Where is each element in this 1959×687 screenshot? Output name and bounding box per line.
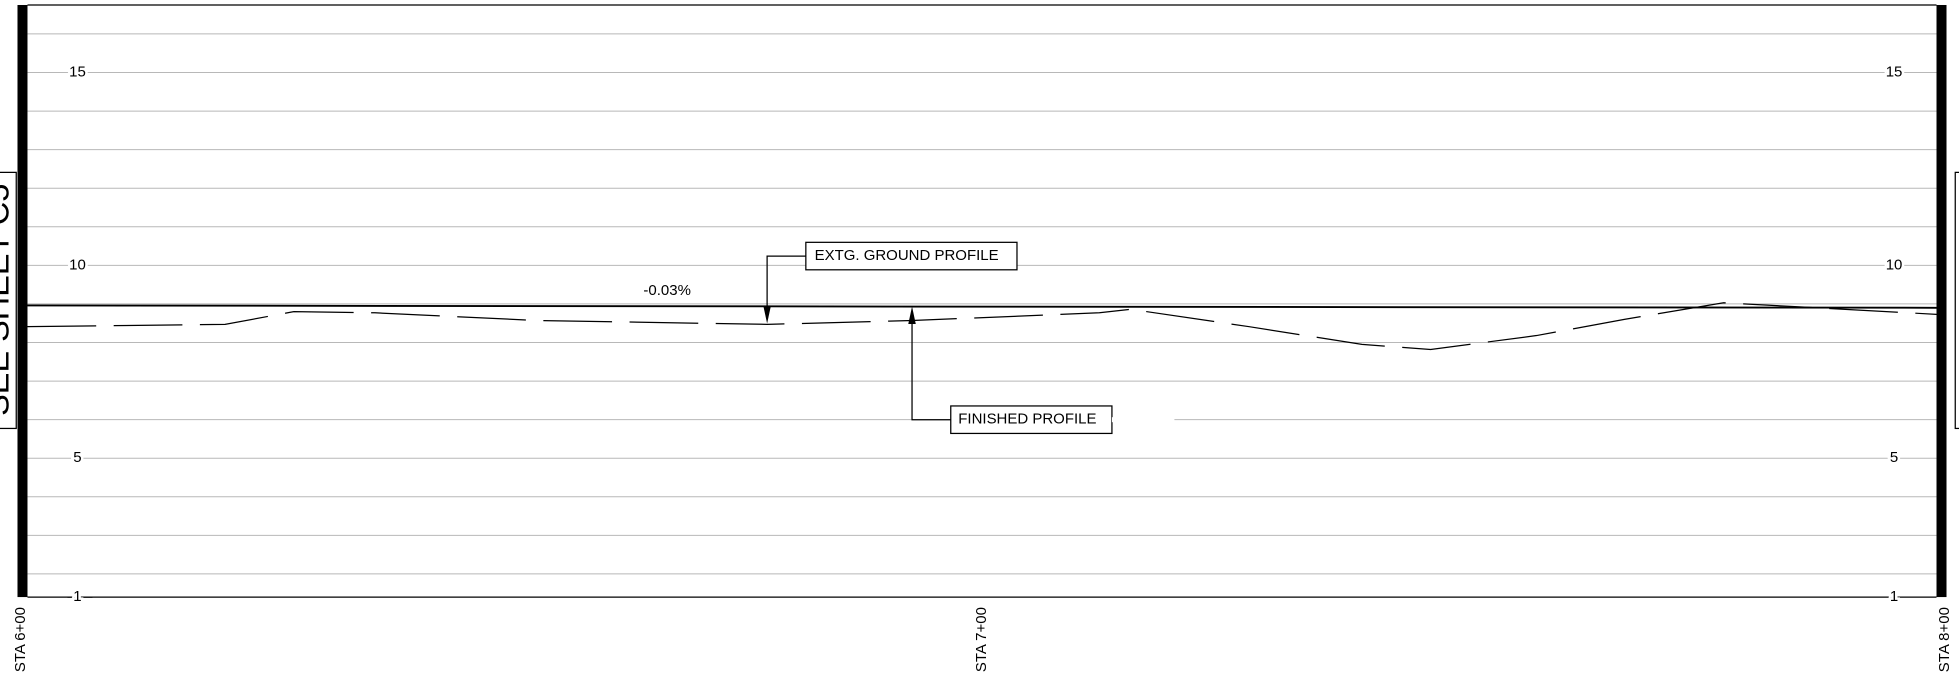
y-tick-label: 1 bbox=[73, 588, 81, 605]
label-box bbox=[950, 405, 1113, 435]
side-note: SEE SHEET C5 bbox=[0, 184, 16, 416]
leader bbox=[911, 316, 951, 421]
y-tick-label: 15 bbox=[1886, 63, 1903, 80]
y-tick-label: 10 bbox=[69, 256, 86, 273]
finished-profile-line bbox=[27, 304, 1937, 309]
right-border bbox=[1936, 4, 1947, 598]
left-border bbox=[17, 4, 28, 598]
label-box bbox=[805, 241, 1018, 271]
y-tick-label: 1 bbox=[1890, 588, 1898, 605]
x-tick-label: STA 7+00 bbox=[973, 607, 990, 672]
legend-label: EXTG. GROUND PROFILE bbox=[815, 247, 999, 264]
arrowhead bbox=[763, 306, 771, 324]
grid-mask bbox=[1111, 417, 1175, 423]
leader bbox=[766, 255, 806, 314]
legend-label: FINISHED PROFILE bbox=[958, 411, 1096, 428]
y-tick-label: 10 bbox=[1886, 256, 1903, 273]
x-tick-label: STA 8+00 bbox=[1936, 607, 1953, 672]
y-tick-label: 5 bbox=[1890, 449, 1898, 466]
y-tick-label: 5 bbox=[73, 449, 81, 466]
note-box bbox=[0, 171, 17, 430]
slope-label: -0.03% bbox=[643, 282, 690, 299]
y-tick-label: 15 bbox=[69, 63, 86, 80]
note-box bbox=[1954, 171, 1959, 430]
existing-ground-line bbox=[27, 302, 1937, 351]
arrowhead bbox=[908, 306, 916, 325]
x-tick-label: STA 6+00 bbox=[12, 607, 29, 672]
